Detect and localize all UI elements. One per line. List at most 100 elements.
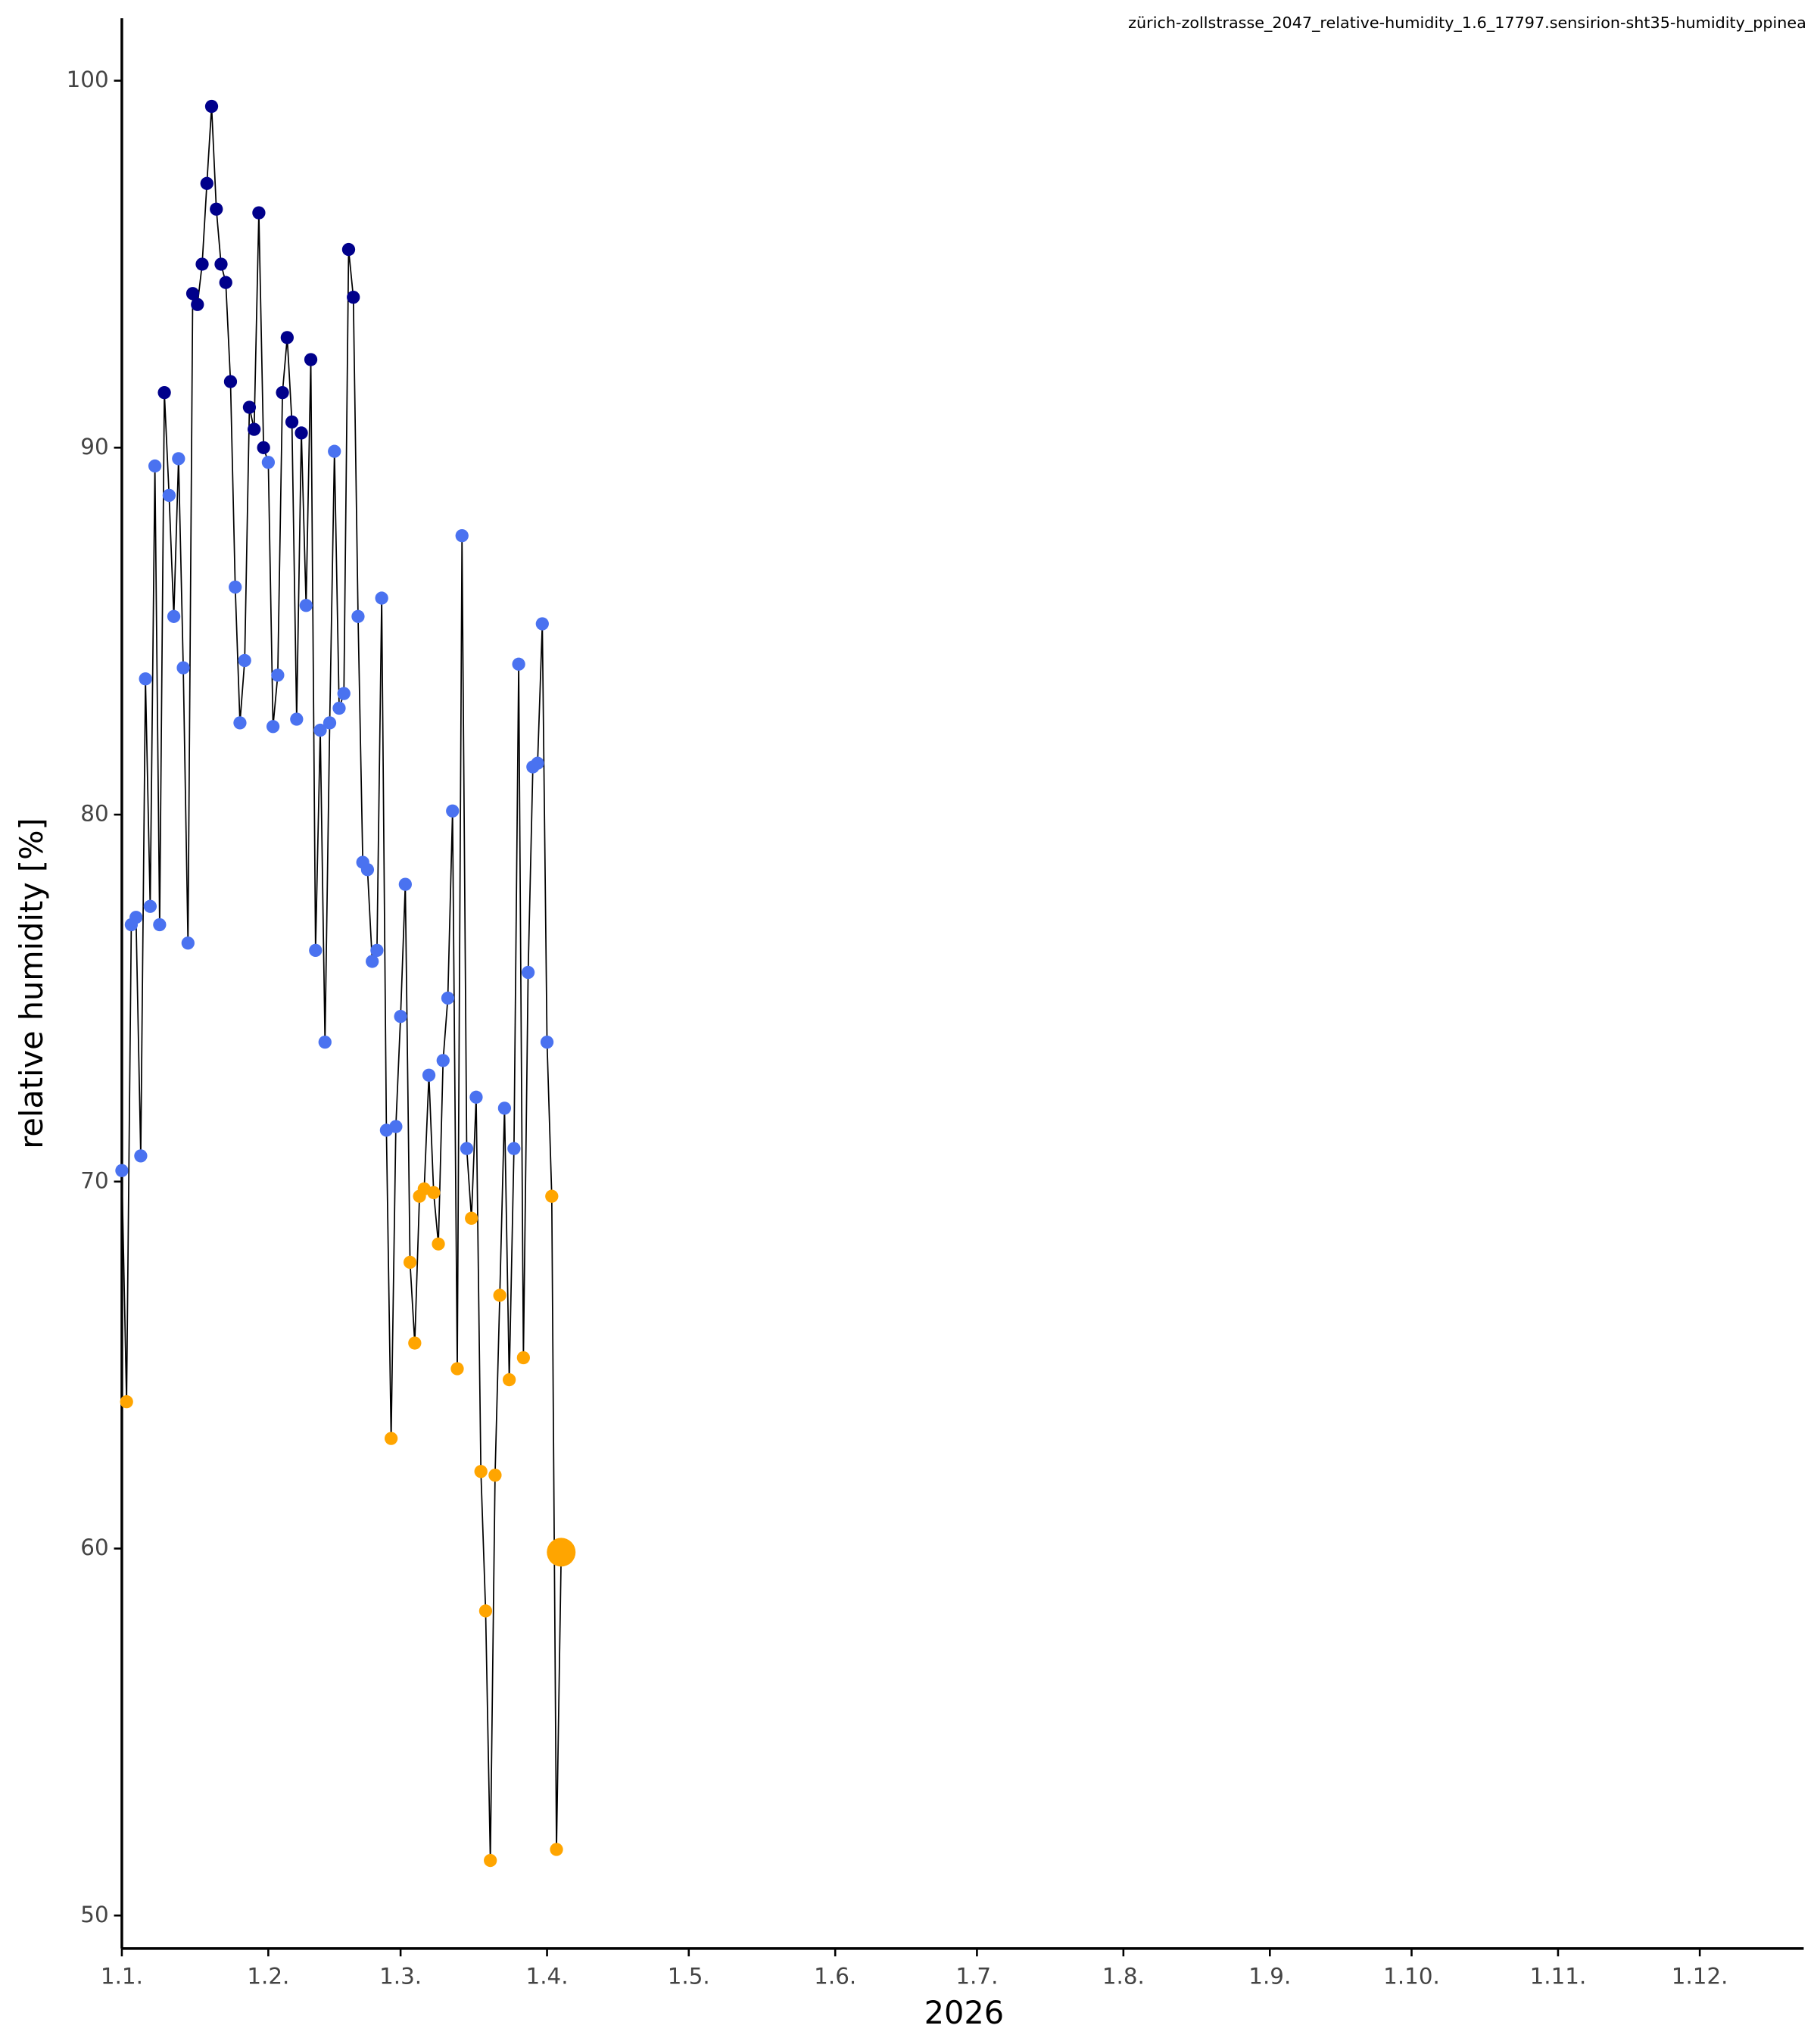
x-tick-label: 1.9.: [1248, 1963, 1291, 1989]
data-point: [370, 943, 384, 958]
data-point: [497, 1101, 512, 1115]
data-point: [455, 529, 469, 543]
data-point: [266, 720, 280, 734]
data-point: [531, 756, 544, 770]
data-point: [143, 899, 157, 913]
data-point: [507, 1142, 521, 1155]
data-point: [242, 400, 257, 414]
data-point: [441, 991, 455, 1005]
data-point: [328, 444, 341, 458]
data-point: [436, 1054, 450, 1067]
data-point: [261, 456, 276, 469]
data-point: [295, 426, 308, 440]
chart-title: zürich-zollstrasse_2047_relative-humidit…: [1128, 14, 1806, 33]
data-point: [488, 1468, 502, 1482]
data-point: [384, 1432, 398, 1445]
data-point: [432, 1237, 445, 1251]
x-tick-label: 1.8.: [1102, 1963, 1145, 1989]
y-tick-label: 100: [67, 67, 109, 92]
data-point: [427, 1186, 441, 1199]
data-point: [252, 206, 266, 220]
data-point: [521, 965, 535, 980]
x-tick-label: 1.4.: [526, 1963, 569, 1989]
data-point: [474, 1465, 488, 1478]
x-tick-label: 1.2.: [247, 1963, 289, 1989]
data-point: [484, 1853, 497, 1868]
data-point: [398, 877, 412, 891]
data-point: [408, 1336, 422, 1350]
data-point: [148, 459, 162, 473]
data-point: [323, 716, 337, 730]
data-point: [332, 701, 346, 715]
data-point: [233, 716, 247, 730]
data-point: [403, 1255, 417, 1270]
data-point: [229, 580, 242, 594]
data-point: [120, 1395, 133, 1409]
data-point: [223, 375, 238, 388]
data-point: [341, 242, 356, 257]
data-point: [545, 1189, 559, 1203]
data-point: [257, 441, 270, 454]
y-tick-label: 80: [80, 801, 108, 827]
data-point: [285, 415, 299, 429]
data-point: [299, 599, 313, 612]
data-point: [478, 1604, 493, 1618]
data-point: [337, 687, 351, 700]
y-axis-label: relative humidity [%]: [14, 818, 50, 1148]
data-point: [469, 1090, 483, 1104]
data-point: [129, 911, 143, 924]
data-point: [185, 287, 200, 301]
data-point: [304, 353, 318, 366]
data-point: [219, 276, 232, 289]
data-point: [134, 1149, 148, 1163]
data-point: [153, 918, 167, 932]
data-point: [347, 290, 360, 304]
data-point: [181, 936, 195, 950]
data-point: [375, 591, 388, 605]
data-point: [271, 668, 285, 682]
data-point: [195, 257, 209, 271]
data-point: [516, 1351, 530, 1365]
data-point: [394, 1010, 407, 1024]
data-point: [535, 617, 549, 631]
x-tick-label: 1.1.: [101, 1963, 143, 1989]
data-point: [115, 1164, 129, 1177]
data-point: [276, 385, 289, 400]
data-point: [351, 609, 365, 623]
data-point: [460, 1142, 474, 1155]
data-point: [280, 331, 294, 344]
data-point: [238, 653, 251, 668]
data-point: [366, 955, 379, 968]
data-point: [309, 943, 323, 958]
x-tick-label: 1.7.: [955, 1963, 998, 1989]
data-point: [210, 202, 223, 216]
data-point: [465, 1211, 478, 1225]
x-tick-label: 1.5.: [668, 1963, 710, 1989]
data-point: [550, 1843, 563, 1856]
data-point: [450, 1362, 464, 1376]
data-point: [446, 804, 460, 818]
data-point: [547, 1538, 576, 1567]
data-point: [214, 257, 228, 271]
x-axis-label: 2026: [924, 1995, 1004, 2031]
x-tick-label: 1.11.: [1530, 1963, 1587, 1989]
data-point: [162, 488, 176, 502]
data-point: [313, 723, 327, 737]
data-point: [191, 298, 204, 311]
data-point: [318, 1035, 332, 1049]
data-point: [248, 422, 261, 436]
x-tick-label: 1.6.: [814, 1963, 856, 1989]
data-point: [540, 1035, 554, 1049]
x-tick-label: 1.3.: [379, 1963, 422, 1989]
y-tick-label: 50: [80, 1902, 108, 1927]
data-point: [157, 385, 171, 400]
data-point: [502, 1373, 516, 1387]
y-tick-label: 90: [80, 434, 108, 460]
data-point: [512, 657, 525, 671]
data-point: [176, 661, 190, 675]
data-point: [290, 712, 304, 726]
y-tick-label: 60: [80, 1535, 108, 1560]
y-tick-label: 70: [80, 1167, 108, 1193]
data-point: [422, 1068, 436, 1082]
